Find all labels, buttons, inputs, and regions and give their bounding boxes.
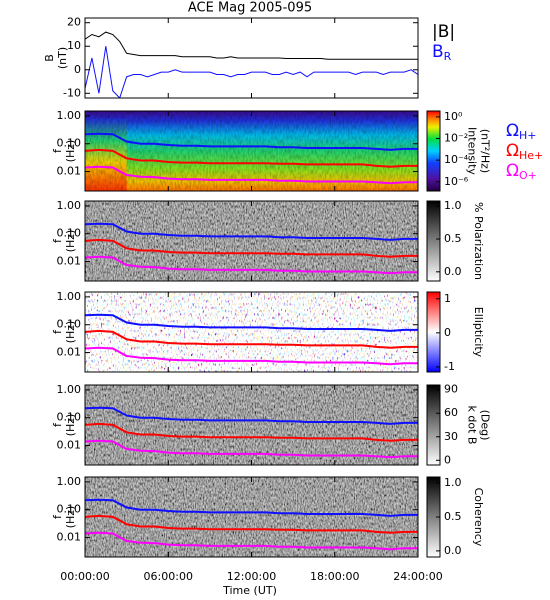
- data-line: [85, 31, 418, 60]
- y-tick-label: 20: [67, 16, 81, 29]
- y-tick-label: 1.00: [57, 199, 82, 212]
- y-tick-label: 0.10: [57, 411, 82, 424]
- gyrofrequency-line: [85, 439, 418, 459]
- colorbar: [426, 291, 441, 373]
- y-tick-label: -10: [63, 86, 81, 99]
- gyrofrequency-line: [85, 165, 418, 185]
- colorbar-label: Coherency: [472, 488, 485, 547]
- colorbar-tick-label: 60: [444, 406, 458, 419]
- legend-subscript: R: [444, 50, 452, 63]
- colorbar-tick-label: 10⁻²: [444, 132, 468, 145]
- data-line: [85, 46, 418, 98]
- gyrofrequency-line: [85, 498, 418, 517]
- legend-symbol: Ω: [506, 141, 519, 161]
- y-axis-label: (Hz): [64, 506, 77, 529]
- gyrofrequency-line: [85, 313, 418, 332]
- y-tick-label: 0.10: [57, 227, 82, 240]
- legend-label: BR: [432, 42, 452, 63]
- colorbar-label: (Deg): [479, 410, 492, 441]
- x-tick-label: 06:00:00: [144, 570, 193, 583]
- gyrofrequency-line: [85, 222, 418, 241]
- colorbar-tick-label: 0.5: [444, 232, 462, 245]
- colorbar-tick-label: 1: [444, 292, 451, 305]
- colorbar-tick-label: 1.0: [444, 476, 462, 489]
- colorbar: [426, 110, 441, 192]
- colorbar: [426, 384, 441, 466]
- legend-label: ΩHe+: [506, 141, 543, 162]
- colorbar-label: % Polarization: [472, 202, 485, 280]
- gyrofrequency-line: [85, 514, 418, 534]
- title: ACE Mag 2005-095: [188, 1, 312, 16]
- y-tick-label: 10: [67, 39, 81, 52]
- gyrofrequency-line: [85, 132, 418, 151]
- colorbar-tick-label: 30: [444, 430, 458, 443]
- legend-subscript: O+: [519, 169, 537, 182]
- y-tick-label: 0.01: [57, 165, 82, 178]
- legend-label: ΩH+: [506, 121, 537, 142]
- colorbar-tick-label: 0.0: [444, 544, 462, 557]
- y-axis-label: (Hz): [64, 230, 77, 253]
- legend-label: ΩO+: [506, 161, 537, 182]
- y-tick-label: 0.10: [57, 318, 82, 331]
- colorbar-tick-label: -1: [444, 360, 455, 373]
- colorbar-tick-label: 90: [444, 383, 458, 396]
- y-tick-label: 0.10: [57, 137, 82, 150]
- y-axis-label: f: [51, 329, 64, 334]
- y-axis-label: f: [51, 422, 64, 427]
- legend-symbol: B: [432, 42, 444, 62]
- colorbar-label: k dot B: [466, 406, 479, 445]
- colorbar: [426, 200, 441, 282]
- y-tick-label: 0.10: [57, 503, 82, 516]
- y-axis-label: (Hz): [64, 321, 77, 344]
- gyrofrequency-line: [85, 531, 418, 551]
- gyrofrequency-line: [85, 255, 418, 275]
- legend-symbol: Ω: [506, 121, 519, 141]
- colorbar-tick-label: 0.5: [444, 510, 462, 523]
- colorbar-label: Ellipticity: [472, 307, 485, 358]
- colorbar-tick-label: 10⁻⁶: [444, 175, 469, 188]
- y-axis-label: (Hz): [64, 140, 77, 163]
- y-axis-label: f: [51, 148, 64, 153]
- colorbar-tick-label: 0: [444, 453, 451, 466]
- gyrofrequency-line: [85, 148, 418, 168]
- legend-subscript: He+: [519, 149, 543, 162]
- x-tick-label: 12:00:00: [227, 570, 276, 583]
- colorbar-label: Intensity: [466, 127, 479, 175]
- gyrofrequency-line: [85, 329, 418, 349]
- y-axis-label: (Hz): [64, 414, 77, 437]
- gyrofrequency-line: [85, 346, 418, 366]
- colorbar-tick-label: 10⁰: [444, 110, 463, 123]
- x-tick-label: 18:00:00: [310, 570, 359, 583]
- y-tick-label: 1.00: [57, 290, 82, 303]
- y-tick-label: 0.01: [57, 531, 82, 544]
- colorbar-label: (nT²/Hz): [479, 129, 492, 173]
- y-axis-label: B: [43, 54, 56, 62]
- y-axis-label: f: [51, 514, 64, 519]
- x-tick-label: 24:00:00: [393, 570, 442, 583]
- legend-symbol: Ω: [506, 161, 519, 181]
- y-tick-label: 1.00: [57, 109, 82, 122]
- legend-symbol: |B|: [432, 22, 455, 42]
- y-tick-label: 0: [74, 63, 81, 76]
- y-axis-label: f: [51, 238, 64, 243]
- y-tick-label: 1.00: [57, 475, 82, 488]
- colorbar-tick-label: 1.0: [444, 199, 462, 212]
- y-tick-label: 0.01: [57, 255, 82, 268]
- gyrofrequency-line: [85, 238, 418, 258]
- x-axis-label: Time (UT): [222, 584, 277, 597]
- colorbar-tick-label: 10⁻⁴: [444, 153, 469, 166]
- y-tick-label: 1.00: [57, 383, 82, 396]
- colorbar-tick-label: 0.0: [444, 265, 462, 278]
- legend-label: |B|: [432, 22, 455, 42]
- x-tick-label: 00:00:00: [60, 570, 109, 583]
- y-tick-label: 0.01: [57, 346, 82, 359]
- legend-subscript: H+: [519, 129, 537, 142]
- y-axis-label: (nT): [56, 47, 69, 69]
- gyrofrequency-line: [85, 422, 418, 442]
- gyrofrequency-line: [85, 406, 418, 425]
- y-tick-label: 0.01: [57, 439, 82, 452]
- colorbar-tick-label: 0: [444, 326, 451, 339]
